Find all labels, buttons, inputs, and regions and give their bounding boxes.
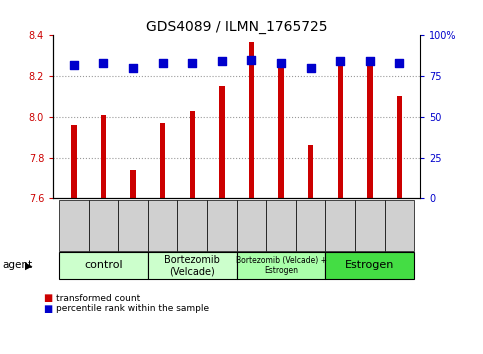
Bar xyxy=(338,64,343,198)
Bar xyxy=(71,125,76,198)
Bar xyxy=(160,123,165,198)
Point xyxy=(218,59,226,64)
Text: transformed count: transformed count xyxy=(56,293,140,303)
Title: GDS4089 / ILMN_1765725: GDS4089 / ILMN_1765725 xyxy=(146,21,327,34)
Text: Estrogen: Estrogen xyxy=(345,260,395,270)
Point xyxy=(129,65,137,71)
Point xyxy=(366,59,374,64)
Text: ▶: ▶ xyxy=(25,260,33,270)
Text: ■: ■ xyxy=(43,304,53,314)
Text: agent: agent xyxy=(2,260,32,270)
Point xyxy=(307,65,314,71)
Bar xyxy=(101,115,106,198)
Point xyxy=(99,60,107,66)
Bar xyxy=(308,145,313,198)
Text: Bortezomib
(Velcade): Bortezomib (Velcade) xyxy=(164,255,220,276)
Bar xyxy=(249,41,254,198)
Text: percentile rank within the sample: percentile rank within the sample xyxy=(56,304,209,313)
Text: ■: ■ xyxy=(43,293,53,303)
Point xyxy=(337,59,344,64)
Bar xyxy=(130,170,136,198)
Text: Bortezomib (Velcade) +
Estrogen: Bortezomib (Velcade) + Estrogen xyxy=(236,256,327,275)
Bar xyxy=(367,64,372,198)
Point xyxy=(70,62,78,68)
Bar xyxy=(397,97,402,198)
Point xyxy=(396,60,403,66)
Point xyxy=(159,60,167,66)
Point xyxy=(277,60,285,66)
Bar xyxy=(190,111,195,198)
Bar xyxy=(219,86,225,198)
Point xyxy=(248,57,256,63)
Text: control: control xyxy=(84,260,123,270)
Point xyxy=(188,60,196,66)
Bar xyxy=(278,62,284,198)
